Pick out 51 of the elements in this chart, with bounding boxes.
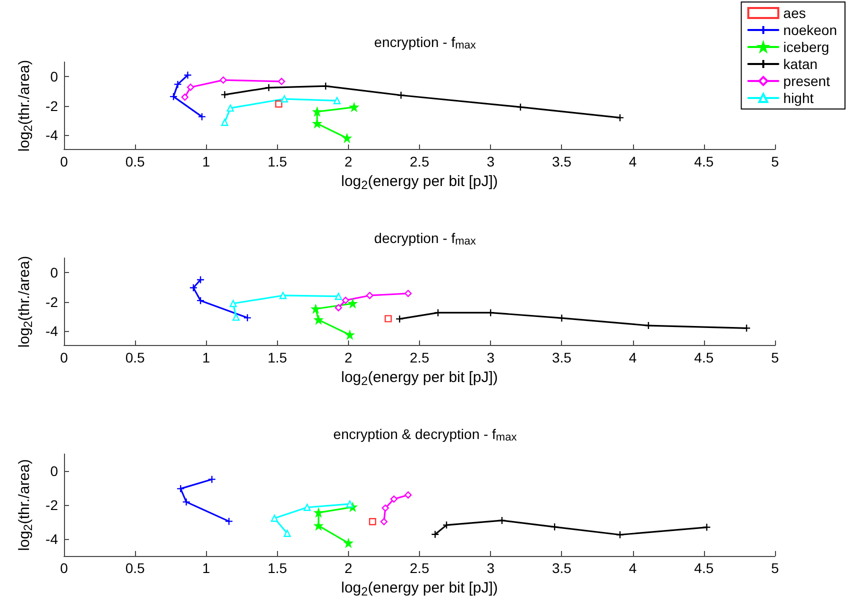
legend-label: iceberg	[783, 39, 830, 55]
x-tick-label: 1	[202, 560, 210, 576]
x-tick-label: 1	[202, 350, 210, 366]
y-tick-label: 0	[50, 463, 58, 479]
x-tick-label: 0.5	[125, 154, 146, 170]
x-tick-label: 0	[60, 560, 68, 576]
y-tick-label: -2	[46, 294, 58, 310]
x-tick-label: 3	[486, 350, 495, 366]
x-tick-label: 3.5	[552, 350, 572, 366]
x-tick-label: 2.5	[410, 350, 430, 366]
x-tick-label: 0	[60, 350, 68, 366]
x-tick-label: 4.5	[694, 154, 714, 170]
x-tick-label: 2.5	[410, 560, 430, 576]
x-tick-label: 0.5	[125, 350, 146, 366]
legend-label: aes	[783, 5, 806, 21]
x-tick-label: 4	[628, 154, 637, 170]
x-tick-label: 5	[771, 350, 780, 366]
x-tick-label: 4	[628, 350, 637, 366]
x-tick-label: 5	[771, 560, 780, 576]
y-tick-label: -4	[46, 531, 58, 547]
y-tick-label: -2	[46, 98, 58, 114]
legend-label: katan	[783, 56, 818, 72]
y-tick-label: 0	[50, 264, 58, 281]
x-tick-label: 2.5	[410, 154, 430, 170]
legend-label: present	[783, 73, 830, 89]
x-tick-label: 4.5	[694, 350, 714, 366]
x-tick-label: 0	[60, 154, 68, 170]
legend-label: noekeon	[783, 22, 837, 38]
x-tick-label: 4	[628, 560, 637, 576]
y-axis-title: log2(thr./area)	[16, 60, 35, 152]
y-tick-label: -2	[46, 497, 58, 513]
y-tick-label: -4	[46, 126, 58, 143]
x-tick-label: 4.5	[694, 560, 714, 576]
x-tick-label: 2	[344, 154, 352, 170]
y-axis-title: log2(thr./area)	[16, 459, 35, 551]
x-tick-label: 3.5	[552, 560, 572, 576]
y-axis-title: log2(thr./area)	[16, 256, 35, 348]
x-tick-label: 1.5	[268, 560, 288, 576]
x-tick-label: 3.5	[552, 154, 572, 170]
x-tick-label: 5	[771, 154, 780, 170]
x-tick-label: 3	[486, 154, 495, 170]
x-tick-label: 1.5	[268, 154, 288, 170]
x-tick-label: 2	[344, 350, 352, 366]
x-tick-label: 3	[486, 560, 495, 576]
x-tick-label: 0.5	[125, 560, 146, 576]
y-tick-label: -4	[46, 322, 58, 339]
x-tick-label: 1.5	[268, 350, 288, 366]
y-tick-label: 0	[50, 68, 58, 85]
x-tick-label: 1	[202, 154, 210, 170]
x-tick-label: 2	[344, 560, 352, 576]
legend-label: hight	[783, 90, 814, 106]
